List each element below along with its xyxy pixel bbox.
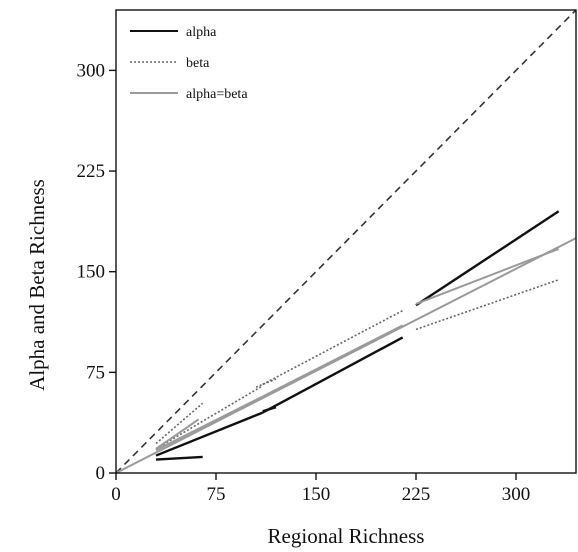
x-tick-label-3: 225 <box>402 484 431 505</box>
y-tick-label-0: 0 <box>96 463 106 484</box>
legend-label-0: alpha <box>186 25 217 40</box>
series-line-alpha-5 <box>415 210 560 307</box>
y-tick-label-3: 225 <box>77 161 106 182</box>
series-line-alpha-beta-11 <box>155 418 200 450</box>
series-line-beta-7 <box>155 385 264 450</box>
series-line-alpha-beta-13 <box>262 324 404 398</box>
axes-layer: 0 75 150 225 300 0 75 150 225 300 <box>77 9 577 505</box>
series-line-alpha-4 <box>262 336 404 414</box>
y-tick-label-4: 300 <box>77 60 106 81</box>
legend-label-1: beta <box>186 56 210 71</box>
series-layer <box>115 9 577 474</box>
legend: alpha beta alpha=beta <box>130 25 248 102</box>
series-line-alpha-beta-14 <box>415 247 560 305</box>
y-axis-title: Alpha and Beta Richness <box>25 179 49 391</box>
series-line-alpha-beta-12 <box>155 395 264 452</box>
x-tick-label-2: 150 <box>302 484 331 505</box>
x-tick-label-1: 75 <box>207 484 226 505</box>
plot-frame <box>115 9 577 474</box>
series-line-alpha-beta-0 <box>115 237 577 474</box>
legend-label-2: alpha=beta <box>186 87 248 102</box>
x-axis-title: Regional Richness <box>268 524 425 548</box>
series-line-alpha-2 <box>155 411 264 457</box>
x-tick-label-4: 300 <box>502 484 531 505</box>
y-tick-label-2: 150 <box>77 262 106 283</box>
diagonal-reference-line <box>115 9 577 474</box>
series-line-beta-8 <box>255 378 277 388</box>
series-line-beta-10 <box>415 278 559 331</box>
series-line-alpha-1 <box>155 455 203 461</box>
x-tick-label-0: 0 <box>111 484 121 505</box>
y-tick-label-1: 75 <box>86 362 105 383</box>
